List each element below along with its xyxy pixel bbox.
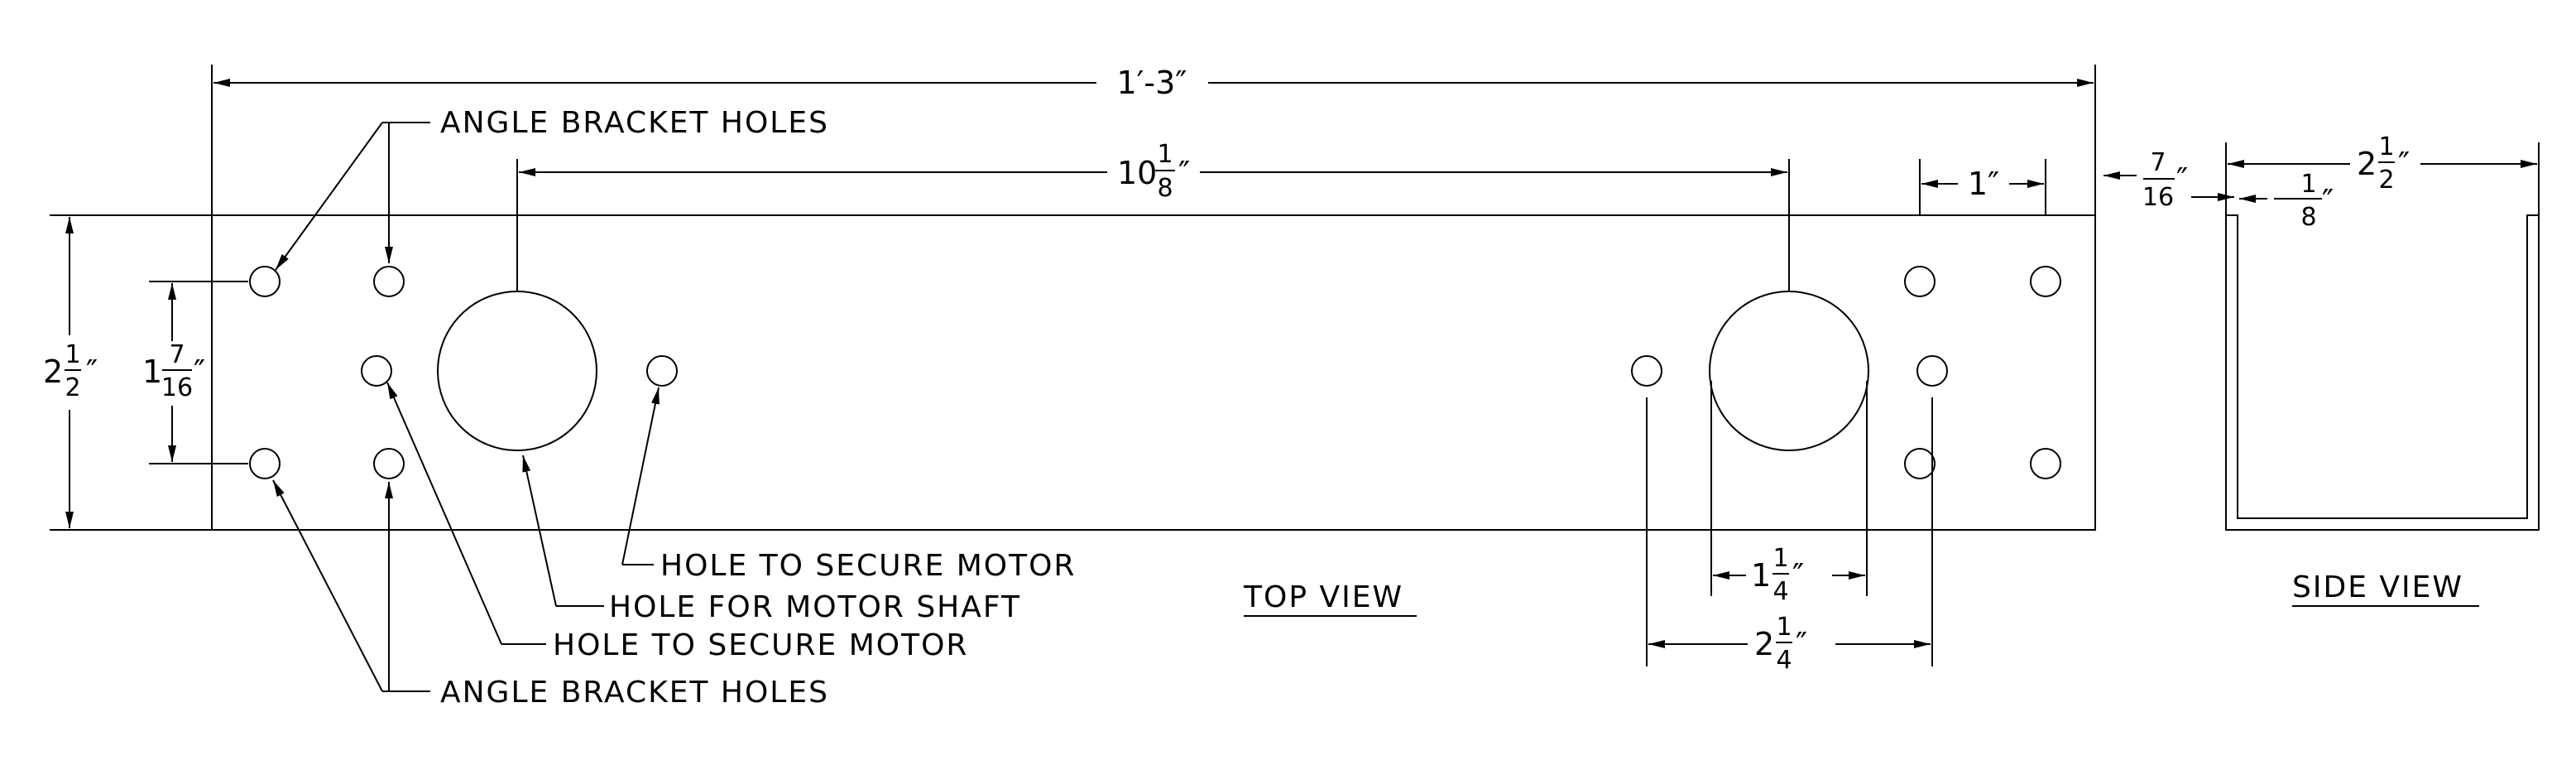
- angle-bracket-holes-top-label: ANGLE BRACKET HOLES: [440, 106, 829, 140]
- bracket-hole: [2030, 448, 2061, 479]
- bracket-hole: [373, 448, 405, 479]
- end-offset-unit: ″: [2176, 161, 2188, 198]
- secure-motor-leader-left: HOLE TO SECURE MOTOR: [386, 382, 968, 662]
- motor-shaft-hole: [1709, 291, 1869, 451]
- hole-secure-motor-right-label: HOLE TO SECURE MOTOR: [660, 549, 1076, 583]
- bracket-hole: [373, 266, 405, 297]
- plate-width-unit: ″: [86, 354, 98, 390]
- secure-hole-spacing-dimension: 2 1 4 ″: [1646, 397, 1933, 675]
- hole-secure-motor-left-label: HOLE TO SECURE MOTOR: [553, 628, 968, 662]
- secure-spacing-whole: 2: [1754, 626, 1774, 662]
- wall-thickness-dimension: 1 8 ″: [2239, 170, 2334, 232]
- shaft-spacing-den: 8: [1157, 174, 1173, 203]
- side-width-den: 2: [2378, 166, 2394, 195]
- end-offset-num: 7: [2150, 148, 2166, 177]
- shaft-dia-whole: 1: [1751, 557, 1771, 594]
- bracket-hole: [249, 448, 281, 479]
- channel-profile: [2225, 214, 2540, 531]
- wall-thickness-num: 1: [2300, 170, 2316, 199]
- plate-outline: [211, 214, 2096, 531]
- bracket-spacing-num: 7: [169, 340, 185, 369]
- side-width-unit: ″: [2398, 146, 2410, 182]
- bracket-spacing-unit: ″: [194, 354, 205, 390]
- secure-motor-hole: [1916, 355, 1948, 387]
- end-hole-spacing-dimension: 1″: [1919, 159, 2046, 215]
- end-offset-dimension: 7 16 ″: [2103, 148, 2234, 212]
- bracket-spacing-den: 16: [161, 373, 193, 402]
- angle-bracket-leader-top: ANGLE BRACKET HOLES: [275, 106, 829, 271]
- shaft-dia-den: 4: [1772, 577, 1788, 606]
- secure-motor-leader-right: HOLE TO SECURE MOTOR: [621, 387, 1076, 583]
- shaft-spacing-unit: ″: [1178, 155, 1190, 191]
- side-view: 2 1 2 ″ 1 8 ″ SIDE VIEW: [2225, 132, 2540, 607]
- angle-bracket-leader-bottom: ANGLE BRACKET HOLES: [272, 479, 829, 710]
- bracket-hole: [249, 266, 281, 297]
- wall-thickness-unit: ″: [2322, 183, 2334, 219]
- side-view-title: SIDE VIEW: [2292, 570, 2463, 604]
- secure-spacing-num: 1: [1776, 613, 1792, 642]
- secure-spacing-den: 4: [1776, 646, 1792, 675]
- shaft-hole-diameter-dimension: 1 1 4 ″: [1710, 381, 1868, 606]
- plate-width-num: 1: [65, 340, 80, 369]
- end-hole-spacing-text: 1″: [1968, 166, 1999, 202]
- side-width-num: 1: [2378, 132, 2394, 161]
- plate-width-dimension: 2 1 2 ″: [43, 214, 212, 531]
- secure-motor-hole: [1631, 355, 1662, 387]
- shaft-spacing-whole: 10: [1117, 155, 1157, 191]
- overall-length-text: 1′-3″: [1117, 65, 1187, 101]
- bracket-hole-spacing-dimension: 1 7 16 ″: [142, 281, 248, 464]
- secure-motor-hole: [361, 355, 392, 387]
- bracket-hole: [2030, 266, 2061, 297]
- shaft-spacing-dimension: 10 1 8 ″: [516, 140, 1790, 291]
- plate-width-den: 2: [65, 373, 80, 402]
- bracket-hole: [1904, 448, 1936, 479]
- shaft-dia-num: 1: [1772, 544, 1788, 573]
- end-offset-den: 16: [2142, 183, 2174, 212]
- secure-spacing-unit: ″: [1796, 626, 1807, 662]
- bracket-spacing-whole: 1: [142, 354, 162, 390]
- motor-shaft-leader: HOLE FOR MOTOR SHAFT: [522, 455, 1021, 624]
- angle-bracket-holes-bottom-label: ANGLE BRACKET HOLES: [440, 676, 829, 710]
- hole-motor-shaft-label: HOLE FOR MOTOR SHAFT: [609, 590, 1021, 624]
- side-width-whole: 2: [2357, 146, 2377, 182]
- side-width-dimension: 2 1 2 ″: [2225, 132, 2540, 215]
- top-view: 1′-3″ 10 1 8 ″ 1″ 7 16 ″: [43, 65, 2234, 710]
- shaft-spacing-num: 1: [1157, 140, 1173, 169]
- plate-width-whole: 2: [43, 354, 63, 390]
- wall-thickness-den: 8: [2300, 203, 2316, 232]
- bracket-hole: [1904, 266, 1936, 297]
- secure-motor-hole: [646, 355, 678, 387]
- top-view-title: TOP VIEW: [1243, 580, 1403, 614]
- shaft-dia-unit: ″: [1792, 557, 1804, 594]
- overall-length-dimension: 1′-3″: [211, 65, 2096, 215]
- motor-shaft-hole: [437, 291, 597, 451]
